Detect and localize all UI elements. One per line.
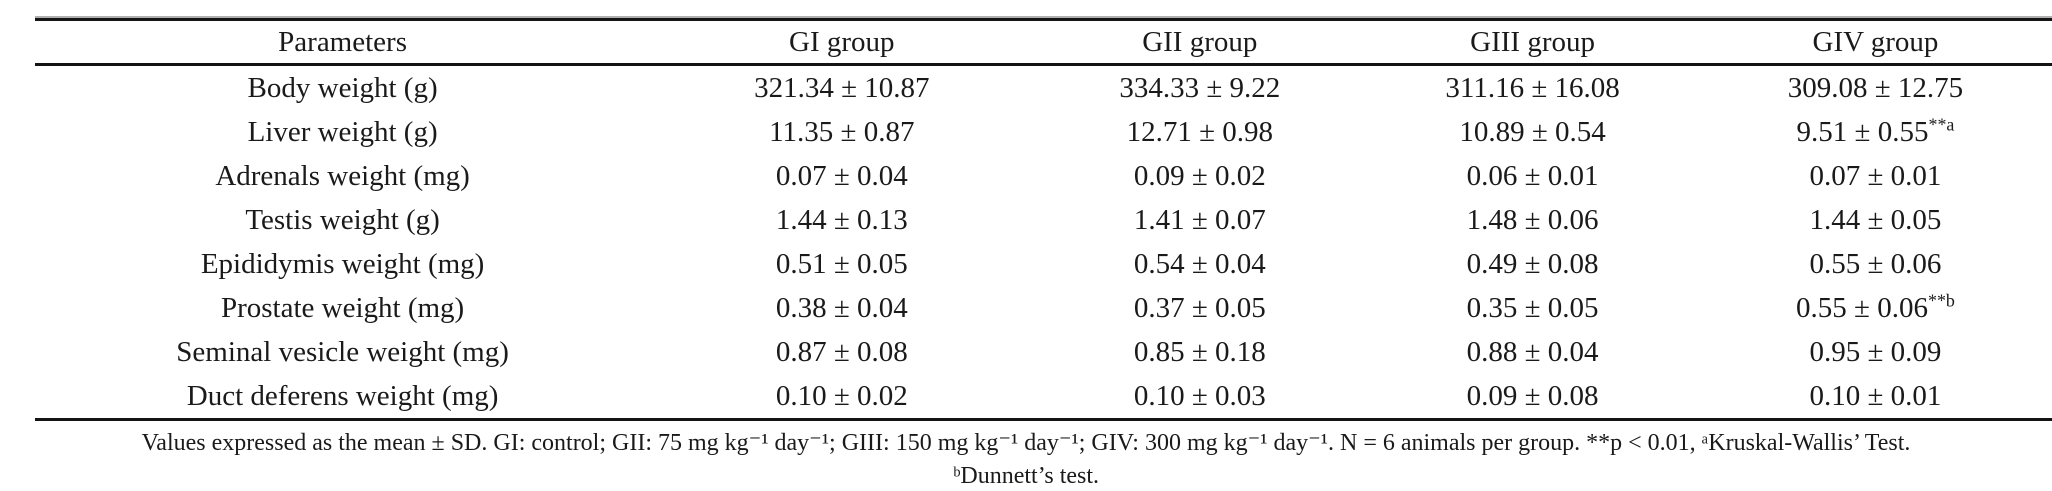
value-cell: 12.71 ± 0.98 [1126,116,1273,148]
significance-marker: **b [1927,290,1955,311]
value-cell: 0.54 ± 0.04 [1133,248,1266,280]
value-cell: 0.87 ± 0.08 [775,336,908,368]
value-cell: 0.88 ± 0.04 [1466,336,1599,368]
value-cell: 0.55 ± 0.06**b [1796,290,1955,324]
table-row: Adrenals weight (mg) 0.07 ± 0.04 0.09 ± 0.… [35,154,2052,198]
table-top-rule [35,16,2052,21]
table-row: Body weight (g) 321.34 ± 10.87 334.33 ± 9.… [35,66,2052,110]
table-footnote-line2: ᵇDunnett’s test. [952,463,1100,489]
value-cell: 0.07 ± 0.01 [1809,160,1942,192]
value-cell: 0.49 ± 0.08 [1466,248,1599,280]
page: { "table": { "columns": ["Parameters", "… [0,16,2052,489]
table-header-rule [35,63,2052,66]
value-cell: 0.55 ± 0.06 [1809,248,1942,280]
parameter-label: Liver weight (g) [247,116,438,148]
table-row: Prostate weight (mg) 0.38 ± 0.04 0.37 ± 0.… [35,286,2052,330]
column-header-giii-group: GIII group [1470,26,1595,58]
value-cell: 1.44 ± 0.13 [775,204,908,236]
value-cell: 1.44 ± 0.05 [1809,204,1942,236]
table-bottom-rule [35,418,2052,421]
table-footnote-line1: Values expressed as the mean ± SD. GI: c… [141,430,1911,456]
significance-marker: **a [1928,114,1955,135]
value-cell: 309.08 ± 12.75 [1787,72,1964,104]
table-body: Body weight (g) 321.34 ± 10.87 334.33 ± 9.… [35,66,2052,418]
parameter-label: Seminal vesicle weight (mg) [176,336,509,368]
value-cell: 9.51 ± 0.55**a [1796,114,1955,148]
value-cell: 321.34 ± 10.87 [754,72,930,104]
parameter-label: Duct deferens weight (mg) [186,380,499,412]
value-cell: 0.51 ± 0.05 [775,248,908,280]
value-cell: 0.35 ± 0.05 [1466,292,1599,324]
value-cell: 0.07 ± 0.04 [775,160,908,192]
value-cell: 1.48 ± 0.06 [1466,204,1599,236]
parameter-label: Prostate weight (mg) [220,292,465,324]
table-row: Epididymis weight (mg) 0.51 ± 0.05 0.54 ± … [35,242,2052,286]
parameter-label: Testis weight (g) [245,204,440,236]
column-header-gii-group: GII group [1142,26,1258,58]
parameter-label: Adrenals weight (mg) [215,160,470,192]
value-cell: 0.38 ± 0.04 [775,292,908,324]
value-cell: 0.85 ± 0.18 [1133,336,1266,368]
parameter-label: Body weight (g) [247,72,438,104]
column-header-gi-group: GI group [789,26,895,58]
value-cell: 0.10 ± 0.01 [1809,380,1942,412]
value-cell: 0.09 ± 0.08 [1466,380,1599,412]
column-header-giv-group: GIV group [1812,26,1939,58]
value-cell: 0.37 ± 0.05 [1133,292,1266,324]
value-cell: 0.10 ± 0.03 [1133,380,1266,412]
table-row: Liver weight (g) 11.35 ± 0.87 12.71 ± 0.98… [35,110,2052,154]
value-cell: 1.41 ± 0.07 [1133,204,1266,236]
table-header-row: Parameters GI group GII group GIII group… [35,21,2052,63]
value-cell: 311.16 ± 16.08 [1445,72,1620,104]
table-row: Duct deferens weight (mg) 0.10 ± 0.02 0.10… [35,374,2052,418]
table-row: Seminal vesicle weight (mg) 0.87 ± 0.08 0.… [35,330,2052,374]
table-row: Testis weight (g) 1.44 ± 0.13 1.41 ± 0.07 1… [35,198,2052,242]
value-cell: 0.09 ± 0.02 [1133,160,1266,192]
value-cell: 334.33 ± 9.22 [1119,72,1281,104]
value-cell: 11.35 ± 0.87 [769,116,915,148]
results-table: Parameters GI group GII group GIII group… [35,16,2052,421]
column-header-parameters: Parameters [278,26,407,58]
parameter-label: Epididymis weight (mg) [200,248,485,280]
value-cell: 0.06 ± 0.01 [1466,160,1599,192]
value-cell: 0.95 ± 0.09 [1809,336,1942,368]
value-cell: 10.89 ± 0.54 [1459,116,1606,148]
value-cell: 0.10 ± 0.02 [775,380,908,412]
